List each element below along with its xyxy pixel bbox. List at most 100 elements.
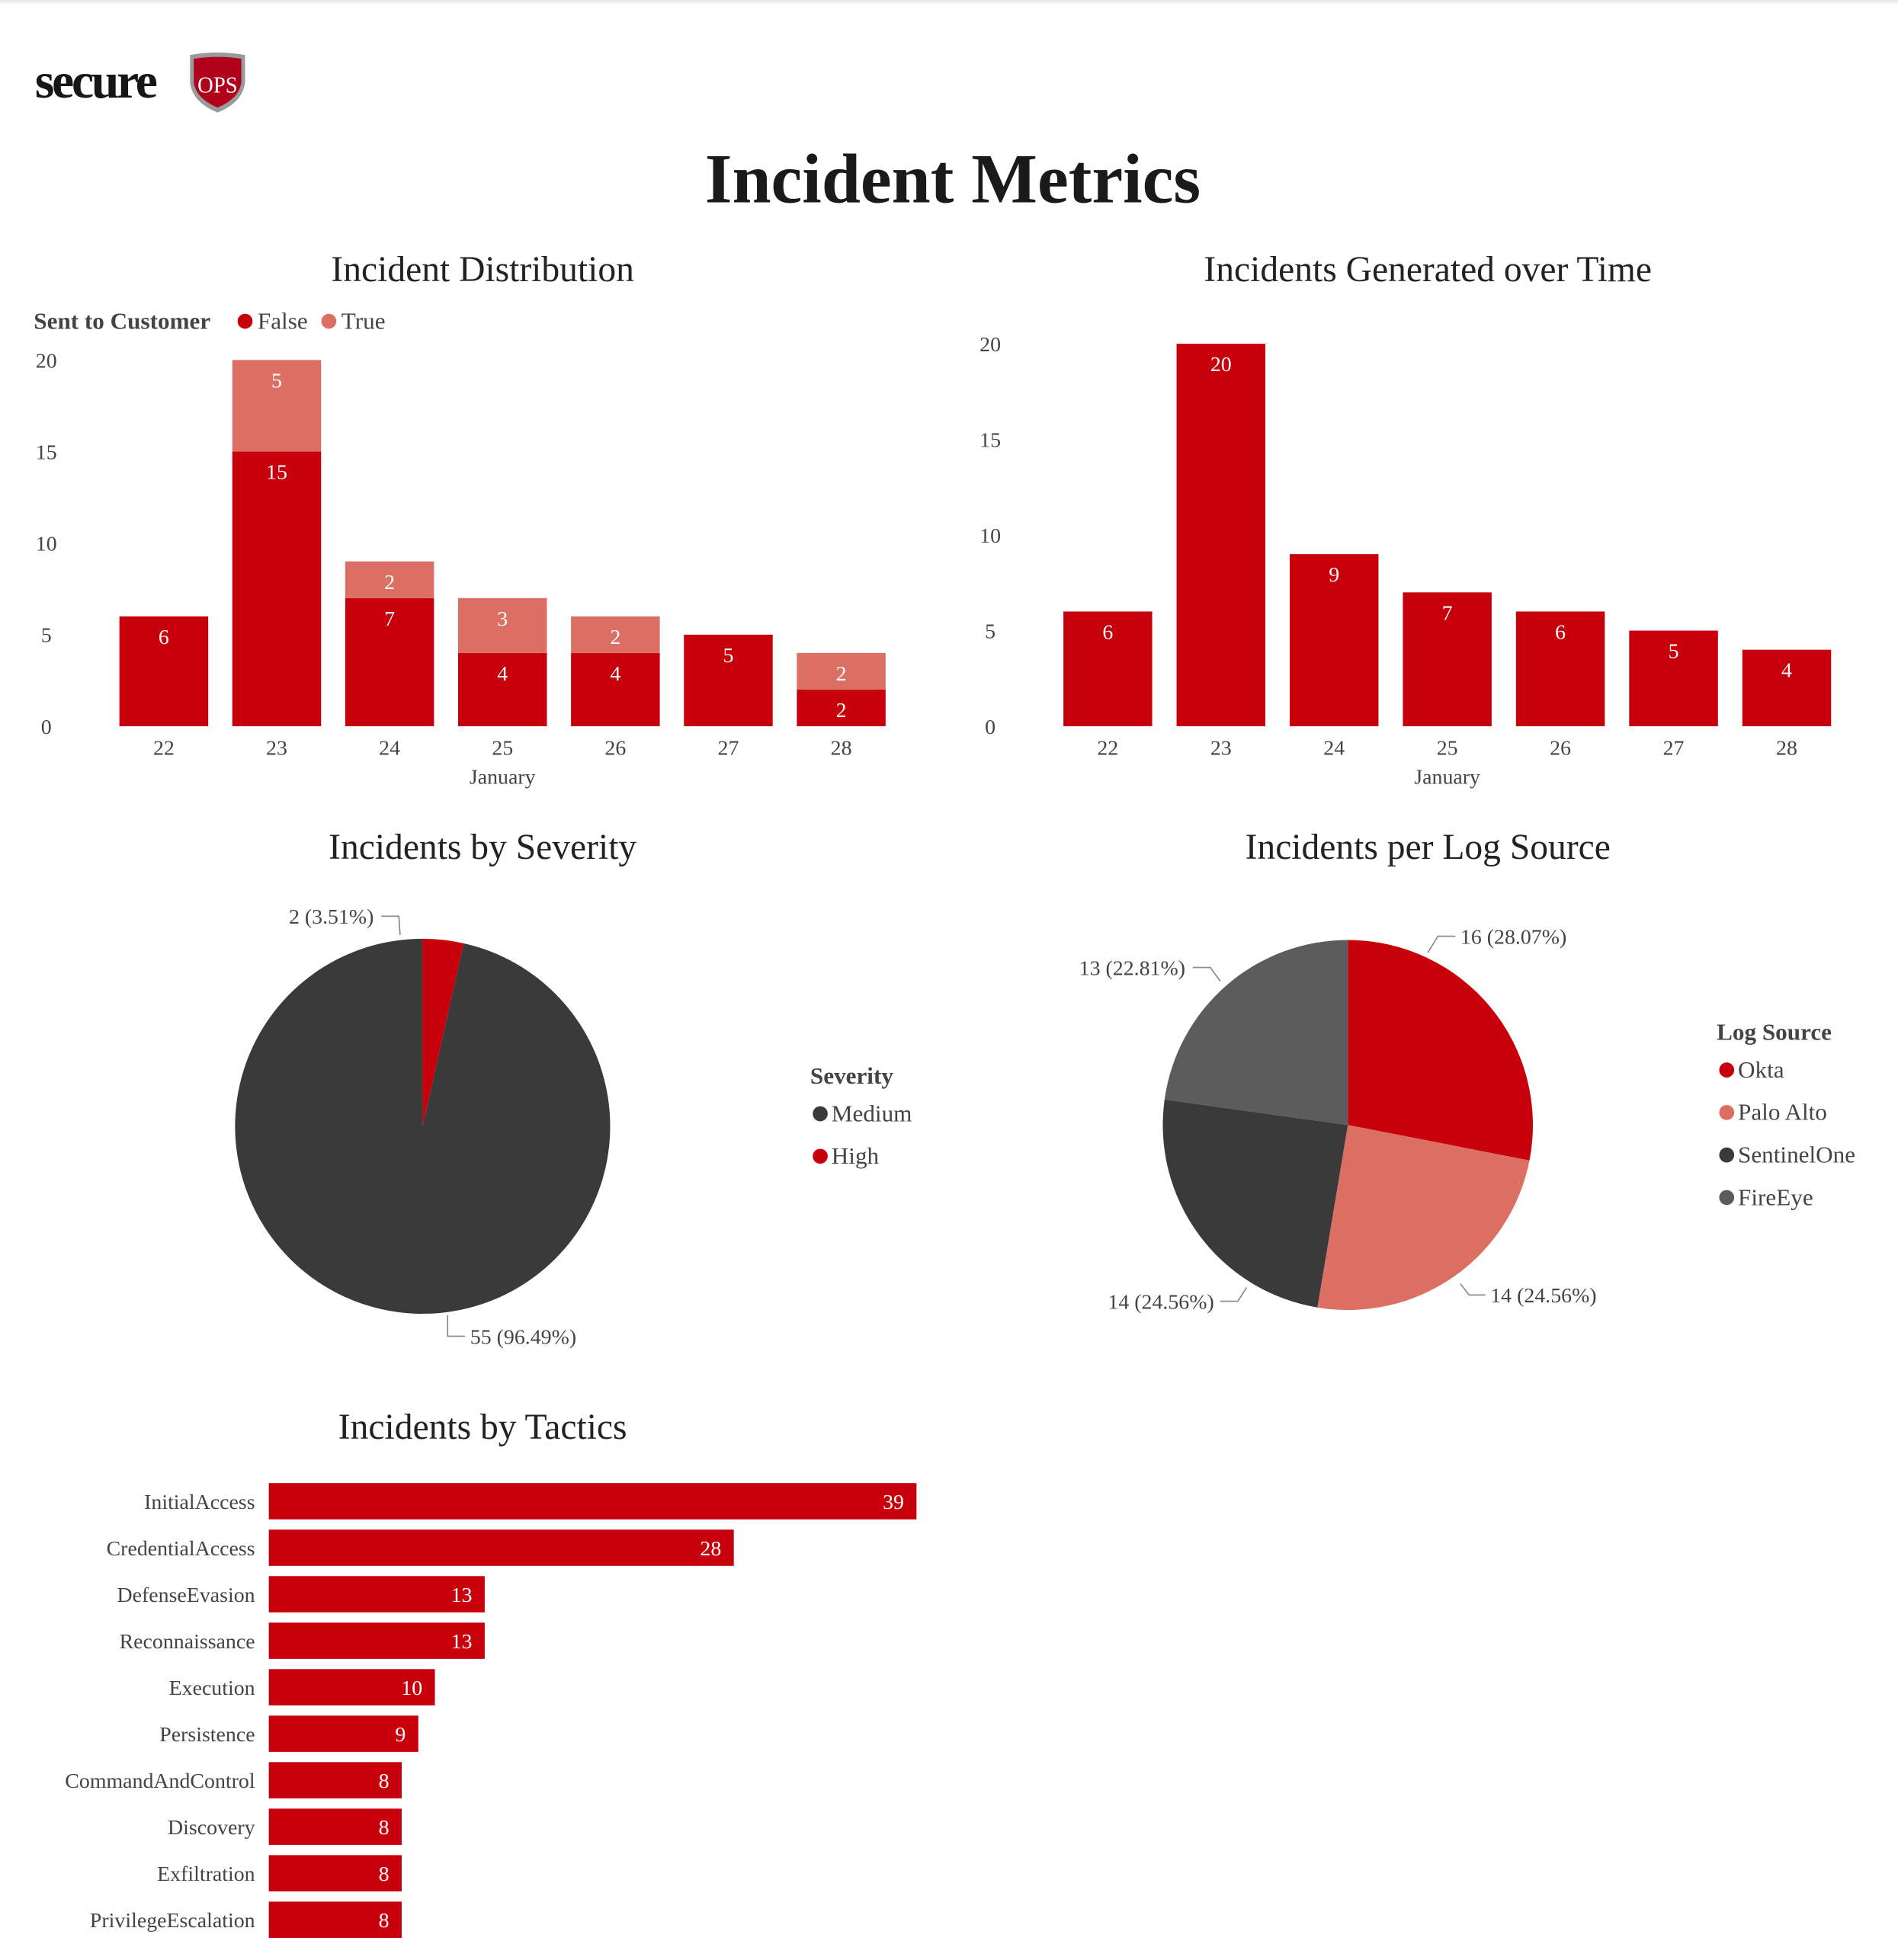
legend-marker [1719, 1062, 1735, 1078]
y-tick-label: Exfiltration [157, 1862, 255, 1886]
data-label: 10 [401, 1677, 422, 1700]
legend-label: Medium [832, 1100, 912, 1126]
data-label: 2 [384, 571, 395, 594]
x-tick-label: 22 [1097, 737, 1118, 761]
legend-label: FireEye [1738, 1183, 1813, 1210]
y-tick-label: CredentialAccess [107, 1537, 255, 1561]
logo: secure OPS [35, 52, 245, 113]
data-label: 55 (96.49%) [470, 1325, 576, 1349]
legend-label: Palo Alto [1738, 1099, 1827, 1126]
y-tick-label: 20 [979, 333, 1001, 357]
data-label: 13 [451, 1584, 473, 1607]
bar [571, 652, 660, 727]
chart-title: Incidents per Log Source [1246, 828, 1611, 867]
data-label: 39 [883, 1491, 904, 1514]
bar [684, 634, 773, 727]
bar [345, 561, 434, 598]
legend-marker [237, 313, 253, 329]
y-tick-label: 5 [985, 620, 995, 643]
pie-slice-medium [235, 938, 611, 1314]
x-tick-label: 27 [1663, 737, 1685, 761]
data-label: 14 (24.56%) [1108, 1290, 1214, 1314]
data-label: 6 [1102, 621, 1113, 645]
y-tick-label: Persistence [159, 1723, 255, 1747]
pie-slice-high [422, 938, 464, 1126]
y-tick-label: 5 [41, 624, 52, 648]
data-label: 8 [379, 1862, 390, 1886]
data-label: 15 [266, 461, 287, 485]
y-tick-label: 0 [41, 716, 52, 739]
data-label: 8 [379, 1909, 390, 1933]
page-title: Incident Metrics [705, 140, 1201, 218]
legend-marker [1719, 1190, 1735, 1206]
data-label: 28 [700, 1537, 721, 1561]
x-tick-label: 27 [718, 737, 739, 761]
data-label: 6 [159, 626, 169, 649]
data-label: 4 [497, 662, 508, 686]
leader-line [1460, 1283, 1486, 1296]
legend-label: High [832, 1142, 880, 1169]
x-tick-label: 24 [1323, 737, 1345, 761]
pie-slice-palo-alto [1317, 1125, 1530, 1311]
pie-slice-fireeye [1164, 940, 1348, 1126]
bar [119, 616, 209, 727]
legend-marker [1719, 1105, 1735, 1120]
data-label: 13 [451, 1630, 473, 1654]
data-label: 8 [379, 1769, 390, 1793]
x-axis-label: January [1414, 765, 1480, 789]
y-tick-label: CommandAndControl [65, 1769, 255, 1793]
chart-title: Incidents Generated over Time [1204, 250, 1652, 290]
y-tick-label: 10 [36, 533, 57, 556]
y-tick-label: Execution [169, 1677, 255, 1700]
y-tick-label: 20 [36, 349, 57, 373]
y-tick-label: PrivilegeEscalation [90, 1909, 255, 1933]
data-label: 3 [497, 607, 508, 631]
data-label: 4 [610, 662, 620, 686]
data-label: 5 [1669, 640, 1679, 664]
x-tick-label: 28 [831, 737, 852, 761]
bar [1515, 611, 1605, 727]
bar [268, 1576, 485, 1613]
bar [345, 597, 434, 727]
y-tick-label: Discovery [168, 1816, 255, 1840]
data-label: 7 [384, 607, 395, 631]
data-label: 2 [836, 699, 847, 722]
logo-text: secure [35, 54, 157, 109]
data-label: 20 [1210, 353, 1232, 376]
chart-3: Incidents per Log Source 16 (28.07%) Okta 1… [1079, 828, 1855, 1315]
leader-line [1427, 935, 1456, 953]
legend-label: False [258, 307, 308, 334]
x-tick-label: 23 [266, 737, 287, 761]
chart-2: Incidents by Severity 55 (96.49%) Medium 2 … [235, 828, 912, 1349]
legend-marker [813, 1106, 828, 1122]
bar [232, 360, 322, 452]
y-tick-label: 15 [36, 440, 57, 464]
data-label: 14 (24.56%) [1490, 1284, 1596, 1308]
data-label: 9 [1329, 563, 1339, 587]
bar [458, 652, 547, 727]
x-tick-label: 26 [1550, 737, 1571, 761]
data-label: 4 [1781, 659, 1792, 683]
leader-line [447, 1315, 466, 1337]
x-tick-label: 25 [492, 737, 513, 761]
bar [797, 652, 886, 690]
legend-label: True [341, 307, 386, 334]
y-tick-label: 10 [979, 524, 1001, 548]
chart-4: Incidents by Tactics InitialAccess 39 Crede… [65, 1408, 917, 1938]
data-label: 5 [271, 369, 282, 392]
bar [268, 1529, 734, 1566]
pie-slice-okta [1348, 940, 1534, 1161]
data-label: 7 [1442, 601, 1453, 625]
y-tick-label: DefenseEvasion [117, 1584, 255, 1607]
bar [268, 1715, 418, 1752]
chart-title: Incidents by Tactics [338, 1408, 627, 1447]
data-label: 8 [379, 1816, 390, 1840]
data-label: 2 [610, 626, 620, 649]
chart-1: Incidents Generated over Time 0 5 10 15 20 22 6… [979, 250, 1832, 789]
data-label: 5 [723, 644, 734, 668]
data-label: 2 [836, 662, 847, 686]
legend-label: SentinelOne [1738, 1141, 1855, 1167]
chart-0: Incident Distribution0510152022623155247… [34, 250, 886, 789]
bar [1289, 554, 1379, 727]
y-tick-label: Reconnaissance [120, 1630, 255, 1654]
